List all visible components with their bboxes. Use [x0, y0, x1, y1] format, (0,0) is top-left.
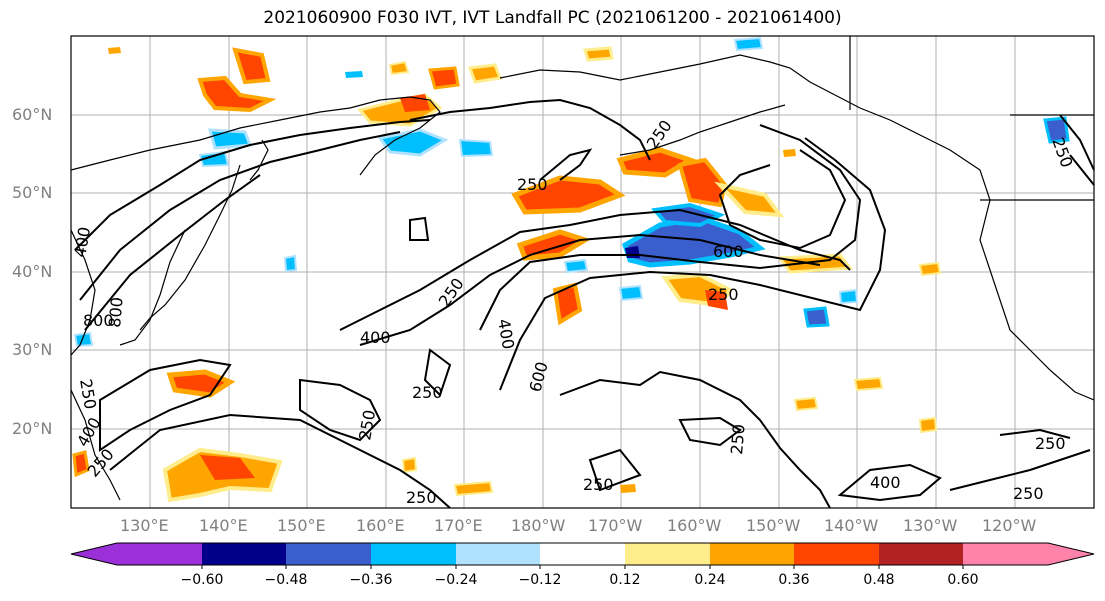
colorbar-bin [117, 543, 202, 565]
colorbar-tick-label: −0.60 [180, 572, 224, 588]
lon-label: 130°E [120, 516, 169, 535]
contour-label: 250 [583, 475, 614, 494]
map-frame [70, 35, 1095, 509]
lon-label: 130°W [903, 516, 958, 535]
contour-label: 250 [517, 175, 548, 194]
negative-anomaly-shading [73, 36, 1070, 348]
contour-label: 400 [360, 328, 391, 347]
colorbar-tick-label: −0.12 [518, 572, 562, 588]
colorbar-tick-label: 0.24 [694, 572, 726, 588]
ivt-contours [74, 98, 1095, 509]
lat-label: 40°N [12, 262, 53, 281]
lat-label: 20°N [12, 419, 53, 438]
colorbar-tick-label: 0.48 [863, 572, 895, 588]
colorbar-bin [371, 543, 456, 565]
lon-label: 150°W [746, 516, 801, 535]
contour-label: 250 [1035, 434, 1066, 453]
colorbar [70, 542, 1095, 569]
contour-label: 800 [105, 296, 127, 328]
colorbar-bin [710, 543, 794, 565]
contour-label: 250 [708, 285, 739, 304]
coastlines [70, 36, 1095, 501]
lon-label: 150°E [277, 516, 326, 535]
colorbar-bin [202, 543, 286, 565]
colorbar-extend-high [963, 543, 1094, 565]
lon-label: 180°W [511, 516, 566, 535]
lat-label: 60°N [12, 105, 53, 124]
positive-anomaly-shading [72, 46, 942, 503]
colorbar-tick-label: −0.48 [264, 572, 308, 588]
lon-label: 160°E [356, 516, 405, 535]
lon-label: 120°W [982, 516, 1037, 535]
colorbar-outline [70, 542, 1095, 566]
colorbar-tick-label: 0.60 [947, 572, 979, 588]
contour-label: 250 [406, 488, 437, 507]
lon-label: 170°W [588, 516, 643, 535]
colorbar-tick-label: 0.12 [609, 572, 641, 588]
contour-label: 250 [1013, 484, 1044, 503]
colorbar-bin [794, 543, 879, 565]
colorbar-tick-marks [201, 565, 964, 569]
colorbar-bin [540, 543, 625, 565]
colorbar-bin [879, 543, 963, 565]
contour-label: 600 [713, 242, 744, 261]
lon-label: 170°E [434, 516, 483, 535]
colorbar-extend-low [71, 543, 117, 565]
colorbar-bin [625, 543, 710, 565]
contour-label: 800 [83, 311, 114, 330]
colorbar-bin [286, 543, 371, 565]
contour-label: 250 [727, 423, 749, 455]
contour-label: 250 [412, 383, 443, 402]
lon-label: 140°W [824, 516, 879, 535]
lat-label: 30°N [12, 340, 53, 359]
lon-label: 140°E [199, 516, 248, 535]
colorbar-bin [456, 543, 540, 565]
colorbar-tick-label: −0.24 [434, 572, 478, 588]
colorbar-tick-label: 0.36 [778, 572, 810, 588]
lat-label: 50°N [12, 183, 53, 202]
map-title: 2021060900 F030 IVT, IVT Landfall PC (20… [263, 8, 842, 28]
colorbar-tick-label: −0.36 [349, 572, 393, 588]
contour-label: 400 [870, 473, 901, 492]
lon-label: 160°W [667, 516, 722, 535]
